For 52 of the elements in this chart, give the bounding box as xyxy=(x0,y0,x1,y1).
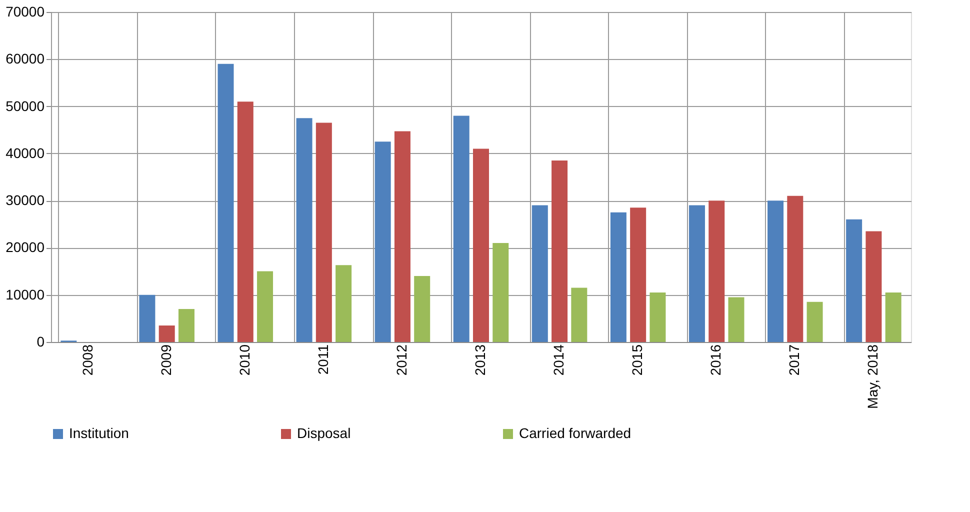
y-tick-label: 30000 xyxy=(6,192,45,208)
bar xyxy=(414,276,430,342)
bar xyxy=(532,205,548,342)
bar xyxy=(571,288,588,342)
bar xyxy=(336,265,352,342)
y-tick-label: 10000 xyxy=(6,286,45,302)
y-tick-label: 40000 xyxy=(6,144,45,161)
bar xyxy=(492,243,509,342)
y-tick-label: 20000 xyxy=(6,239,45,256)
x-tick-label: 2017 xyxy=(786,344,802,376)
bar xyxy=(257,271,274,342)
y-tick-label: 0 xyxy=(36,334,45,350)
legend-label: Disposal xyxy=(297,425,351,441)
x-tick-label: 2009 xyxy=(158,344,174,376)
bar xyxy=(650,292,666,342)
bar xyxy=(728,297,744,342)
x-tick-label: 2012 xyxy=(393,344,410,376)
bar xyxy=(630,208,646,342)
bar xyxy=(296,118,312,342)
bar xyxy=(885,292,902,342)
bar xyxy=(866,231,882,342)
bar xyxy=(394,131,410,342)
x-tick-label: 2010 xyxy=(236,344,252,376)
bar xyxy=(552,160,568,342)
bar xyxy=(237,102,254,342)
bar xyxy=(473,148,489,342)
y-tick-label: 70000 xyxy=(6,4,45,20)
x-tick-label: 2008 xyxy=(79,344,96,376)
bar xyxy=(768,200,784,342)
bar xyxy=(708,200,725,342)
bar xyxy=(806,302,823,342)
x-tick-label: 2014 xyxy=(550,344,567,376)
bar xyxy=(688,205,705,342)
bar xyxy=(178,309,194,342)
bar xyxy=(846,219,862,342)
x-tick-label: 2016 xyxy=(708,344,724,376)
y-tick-label: 60000 xyxy=(6,50,45,67)
legend-label: Institution xyxy=(69,425,129,441)
bar xyxy=(139,294,156,342)
x-tick-label: May, 2018 xyxy=(864,344,881,409)
bar xyxy=(316,122,332,342)
bar xyxy=(610,212,626,342)
bar xyxy=(374,142,391,342)
bar xyxy=(787,196,804,342)
bar xyxy=(453,116,470,342)
x-tick-label: 2013 xyxy=(472,344,488,376)
bar xyxy=(158,326,175,342)
legend-label: Carried forwarded xyxy=(519,425,632,441)
x-tick-label: 2015 xyxy=(629,344,646,376)
bar xyxy=(218,64,234,342)
y-tick-label: 50000 xyxy=(6,98,45,114)
x-tick-label: 2011 xyxy=(314,344,331,375)
